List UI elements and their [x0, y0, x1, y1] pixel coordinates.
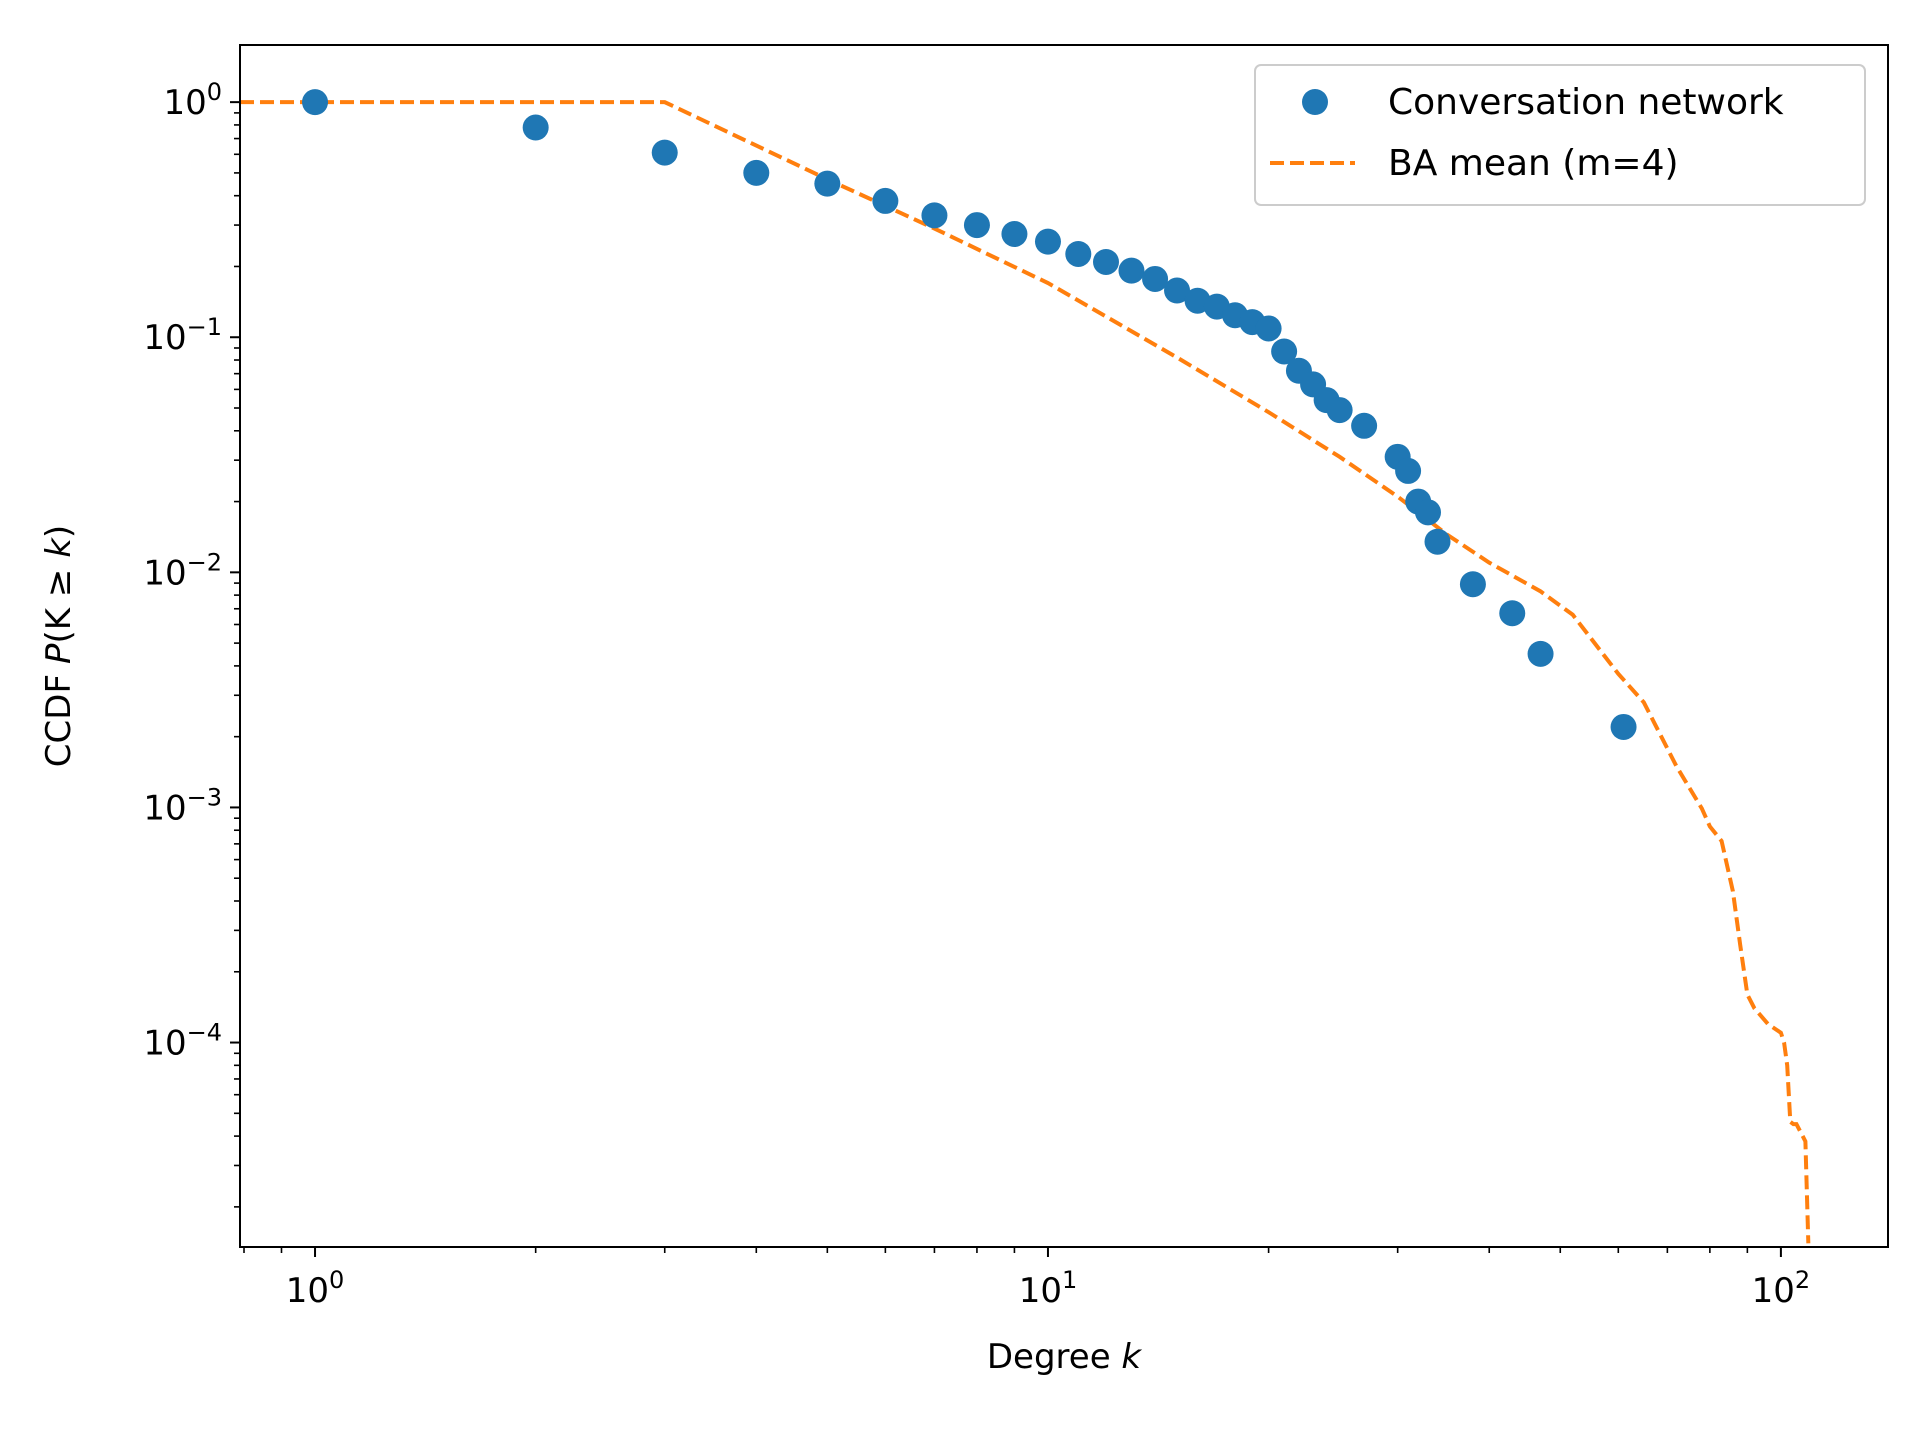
conversation-network-point — [1034, 228, 1061, 255]
conversation-network-point — [1351, 412, 1378, 439]
x-axis-label: Degree k — [987, 1337, 1143, 1377]
data-layer — [240, 89, 1811, 1244]
x-tick-label: 100 — [286, 1266, 345, 1311]
y-tick-label: 10−4 — [143, 1019, 222, 1064]
conversation-network-point — [1499, 600, 1526, 627]
conversation-network-point — [302, 89, 329, 116]
conversation-network-point — [1001, 220, 1028, 247]
legend-box — [1254, 64, 1866, 206]
y-axis: 100 10−1 10−2 10−3 10−4 — [143, 78, 240, 1208]
legend: Conversation network BA mean (m=4) — [1254, 64, 1866, 206]
conversation-network-point — [1142, 265, 1169, 292]
conversation-network-point — [1424, 528, 1451, 555]
conversation-network-point — [651, 139, 678, 166]
y-tick-label: 10−3 — [143, 783, 222, 828]
conversation-network-point — [1164, 277, 1191, 304]
x-axis: 100 101 102 — [243, 1247, 1811, 1311]
conversation-network-point — [1459, 571, 1486, 598]
x-tick-label: 101 — [1019, 1266, 1078, 1311]
legend-label-ba-mean: BA mean (m=4) — [1388, 143, 1679, 184]
y-tick-label: 10−1 — [143, 313, 222, 358]
legend-label-conversation-network: Conversation network — [1388, 82, 1784, 123]
conversation-network-point — [1395, 457, 1422, 484]
plot-frame — [239, 44, 1889, 1248]
conversation-network-point — [1118, 257, 1145, 284]
conversation-network-point — [1527, 640, 1554, 667]
conversation-network-point — [1065, 240, 1092, 267]
conversation-network-point — [522, 114, 549, 141]
conversation-network-point — [1415, 499, 1441, 526]
conversation-network-point — [921, 202, 948, 229]
conversation-network-point — [1271, 338, 1298, 365]
conversation-network-point — [743, 159, 770, 186]
conversation-network-point — [872, 187, 899, 214]
y-axis-label: CCDFP(K ≥ k) — [39, 525, 79, 767]
conversation-network-point — [814, 170, 841, 197]
conversation-network-point — [1610, 713, 1637, 740]
conversation-network-point — [963, 212, 990, 239]
legend-marker-conversation-network — [1302, 89, 1328, 115]
y-tick-label: 100 — [163, 78, 222, 123]
conversation-network-point — [1093, 248, 1119, 275]
conversation-network-point — [1255, 315, 1282, 342]
x-tick-label: 102 — [1752, 1266, 1811, 1311]
conversation-network-point — [1326, 397, 1353, 424]
y-tick-label: 10−2 — [143, 548, 222, 593]
